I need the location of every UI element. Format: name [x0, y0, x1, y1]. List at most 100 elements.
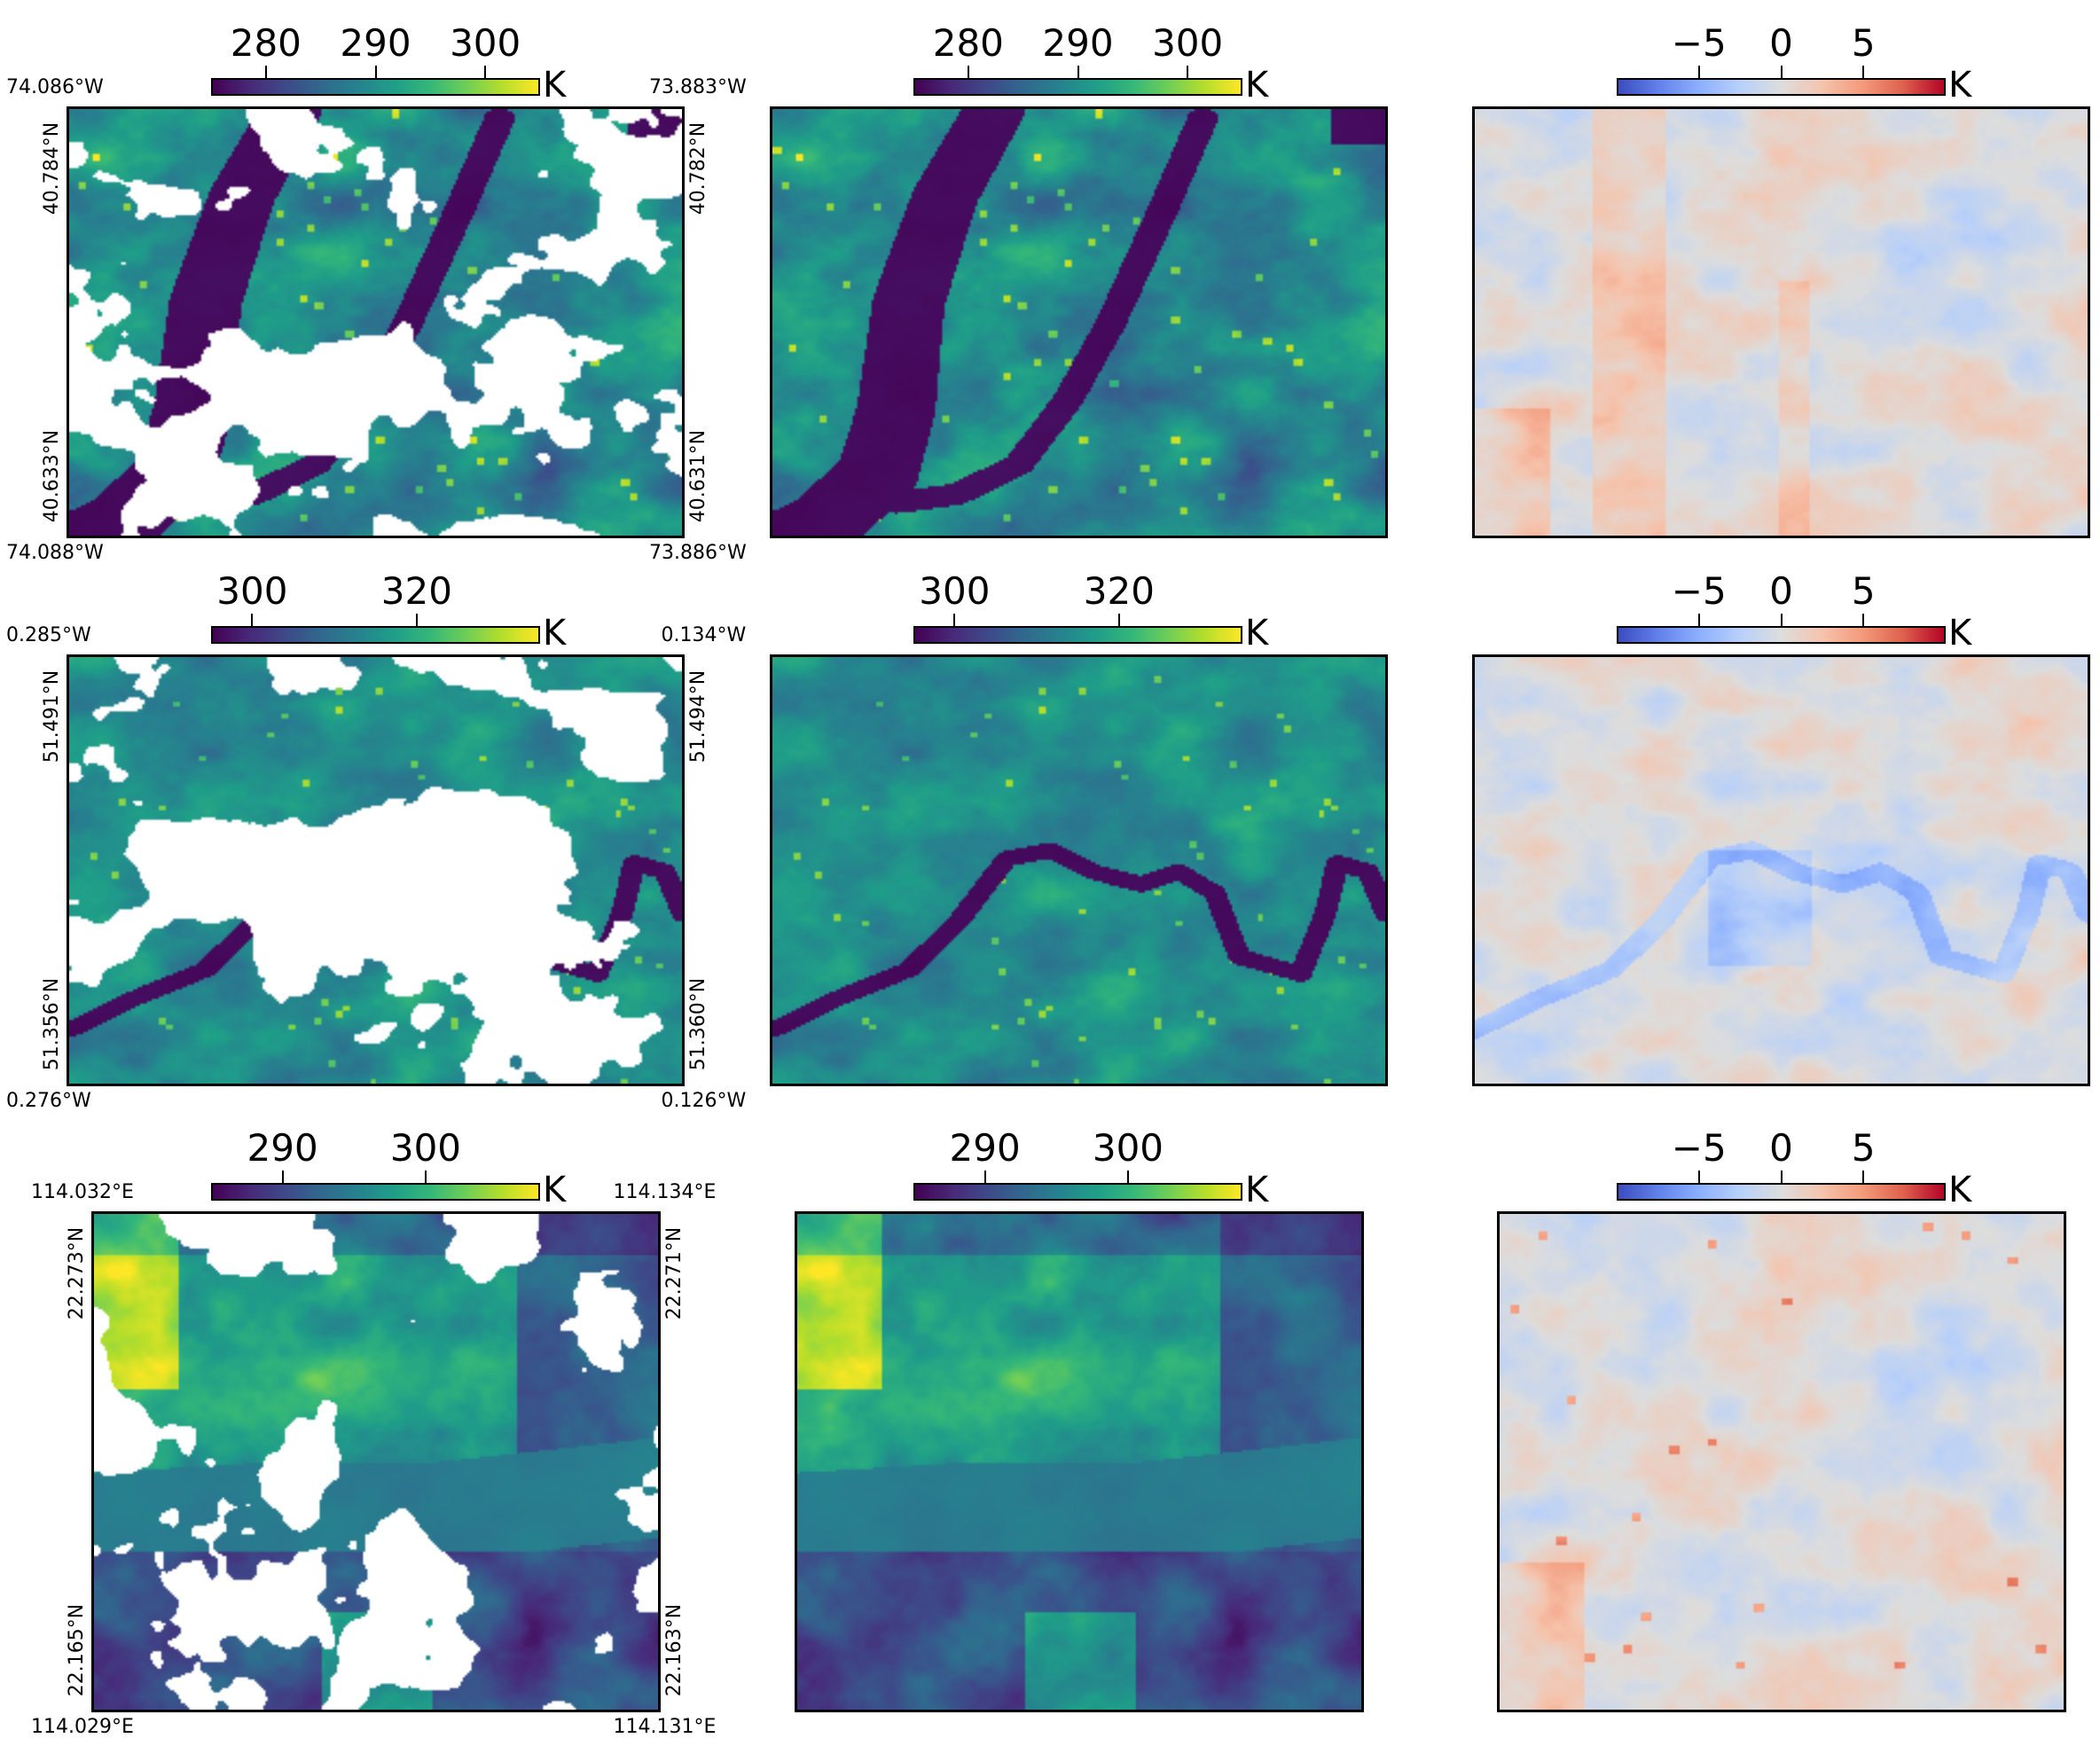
colorbar-unit: K [1948, 613, 1972, 654]
colorbar-tick [1117, 614, 1120, 626]
colorbar-ny-full [913, 78, 1242, 96]
coord-right-bottom: 22.163°N [663, 1603, 686, 1697]
colorbar-tick-label: −5 [1671, 569, 1727, 613]
colorbar-tick [1077, 66, 1079, 78]
heatmap-panel-ny-diff [1472, 106, 2090, 538]
colorbar-tick [967, 66, 969, 78]
coord-top-right: 73.883°W [649, 76, 747, 98]
coord-top-left: 114.032°E [31, 1181, 134, 1203]
heatmap-image-hk-diff [1500, 1214, 2064, 1710]
colorbar-tick-label: −5 [1671, 1126, 1727, 1170]
colorbar-london-masked [211, 626, 540, 644]
heatmap-image-hk-full [797, 1214, 1361, 1710]
coord-left-top: 22.273°N [66, 1226, 88, 1320]
colorbar-tick-label: 0 [1769, 1126, 1793, 1170]
colorbar-tick [1697, 66, 1700, 78]
colorbar-tick-label: 5 [1851, 1126, 1876, 1170]
colorbar-tick [1697, 614, 1700, 626]
colorbar-tick [484, 66, 487, 78]
heatmap-image-london-diff [1475, 657, 2088, 1084]
colorbar-hk-diff [1617, 1183, 1946, 1201]
coord-bottom-left: 114.029°E [31, 1716, 134, 1738]
colorbar-tick-label: 0 [1769, 21, 1793, 65]
coord-bottom-left: 0.276°W [6, 1090, 91, 1112]
colorbar-tick [374, 66, 377, 78]
colorbar-tick [1780, 614, 1783, 626]
heatmap-image-ny-diff [1475, 109, 2088, 536]
colorbar-tick [1187, 66, 1189, 78]
coord-right-top: 51.494°N [687, 669, 709, 763]
coord-top-right: 114.134°E [613, 1181, 717, 1203]
colorbar-tick [264, 66, 267, 78]
colorbar-tick [1862, 614, 1865, 626]
colorbar-tick-label: 5 [1851, 569, 1876, 613]
colorbar-tick-label: 290 [949, 1126, 1021, 1170]
colorbar-unit: K [543, 65, 567, 106]
colorbar-tick [1780, 66, 1783, 78]
colorbar-london-full [913, 626, 1242, 644]
coord-bottom-right: 73.886°W [649, 542, 747, 564]
heatmap-panel-ny-full [770, 106, 1388, 538]
colorbar-tick [953, 614, 956, 626]
coord-right-top: 40.782°N [687, 121, 709, 215]
colorbar-tick-label: 300 [1152, 21, 1224, 65]
colorbar-tick [1780, 1171, 1783, 1183]
heatmap-image-london-full [772, 657, 1385, 1084]
colorbar-tick-label: 300 [450, 21, 521, 65]
coord-left-bottom: 40.633°N [41, 429, 63, 523]
colorbar-tick-label: 290 [1042, 21, 1114, 65]
colorbar-tick [983, 1171, 986, 1183]
heatmap-panel-ny-masked [67, 106, 685, 538]
heatmap-panel-london-diff [1472, 654, 2090, 1086]
colorbar-tick [1862, 66, 1865, 78]
heatmap-panel-hk-diff [1497, 1211, 2066, 1712]
colorbar-tick [415, 614, 418, 626]
colorbar-tick-label: 300 [919, 569, 991, 613]
coord-top-left: 74.086°W [6, 76, 104, 98]
colorbar-unit: K [543, 1170, 567, 1210]
colorbar-tick-label: 320 [380, 569, 452, 613]
colorbar-tick [1126, 1171, 1129, 1183]
colorbar-unit: K [1245, 1170, 1269, 1210]
coord-right-bottom: 51.360°N [687, 977, 709, 1071]
colorbar-tick-label: 300 [216, 569, 288, 613]
colorbar-tick-label: 280 [932, 21, 1004, 65]
colorbar-unit: K [1948, 1170, 1972, 1210]
coord-bottom-right: 0.126°W [661, 1090, 747, 1112]
heatmap-image-hk-masked [94, 1214, 658, 1710]
coord-left-bottom: 22.165°N [66, 1603, 88, 1697]
heatmap-image-london-masked [69, 657, 682, 1084]
colorbar-tick [1862, 1171, 1865, 1183]
heatmap-image-ny-masked [69, 109, 682, 536]
colorbar-unit: K [1245, 65, 1269, 106]
colorbar-unit: K [1245, 613, 1269, 654]
coord-bottom-right: 114.131°E [613, 1716, 717, 1738]
colorbar-tick [1697, 1171, 1700, 1183]
heatmap-panel-hk-full [795, 1211, 1364, 1712]
coord-top-right: 0.134°W [661, 624, 747, 646]
coord-left-top: 51.491°N [41, 669, 63, 763]
coord-top-left: 0.285°W [6, 624, 91, 646]
colorbar-london-diff [1617, 626, 1946, 644]
heatmap-panel-london-masked [67, 654, 685, 1086]
heatmap-panel-hk-masked [91, 1211, 661, 1712]
colorbar-tick-label: 0 [1769, 569, 1793, 613]
coord-left-top: 40.784°N [41, 121, 63, 215]
colorbar-tick-label: 320 [1083, 569, 1155, 613]
colorbar-tick-label: 300 [1092, 1126, 1164, 1170]
colorbar-tick-label: 280 [230, 21, 302, 65]
colorbar-unit: K [1948, 65, 1972, 106]
heatmap-panel-london-full [770, 654, 1388, 1086]
colorbar-ny-diff [1617, 78, 1946, 96]
colorbar-tick-label: 290 [247, 1126, 318, 1170]
colorbar-tick-label: 300 [389, 1126, 462, 1170]
colorbar-tick [424, 1171, 427, 1183]
colorbar-tick-label: −5 [1671, 21, 1727, 65]
coord-right-top: 22.271°N [663, 1226, 686, 1320]
colorbar-hk-masked [211, 1183, 540, 1201]
coord-right-bottom: 40.631°N [687, 429, 709, 523]
colorbar-hk-full [913, 1183, 1242, 1201]
heatmap-image-ny-full [772, 109, 1385, 536]
colorbar-ny-masked [211, 78, 540, 96]
colorbar-tick-label: 5 [1851, 21, 1876, 65]
